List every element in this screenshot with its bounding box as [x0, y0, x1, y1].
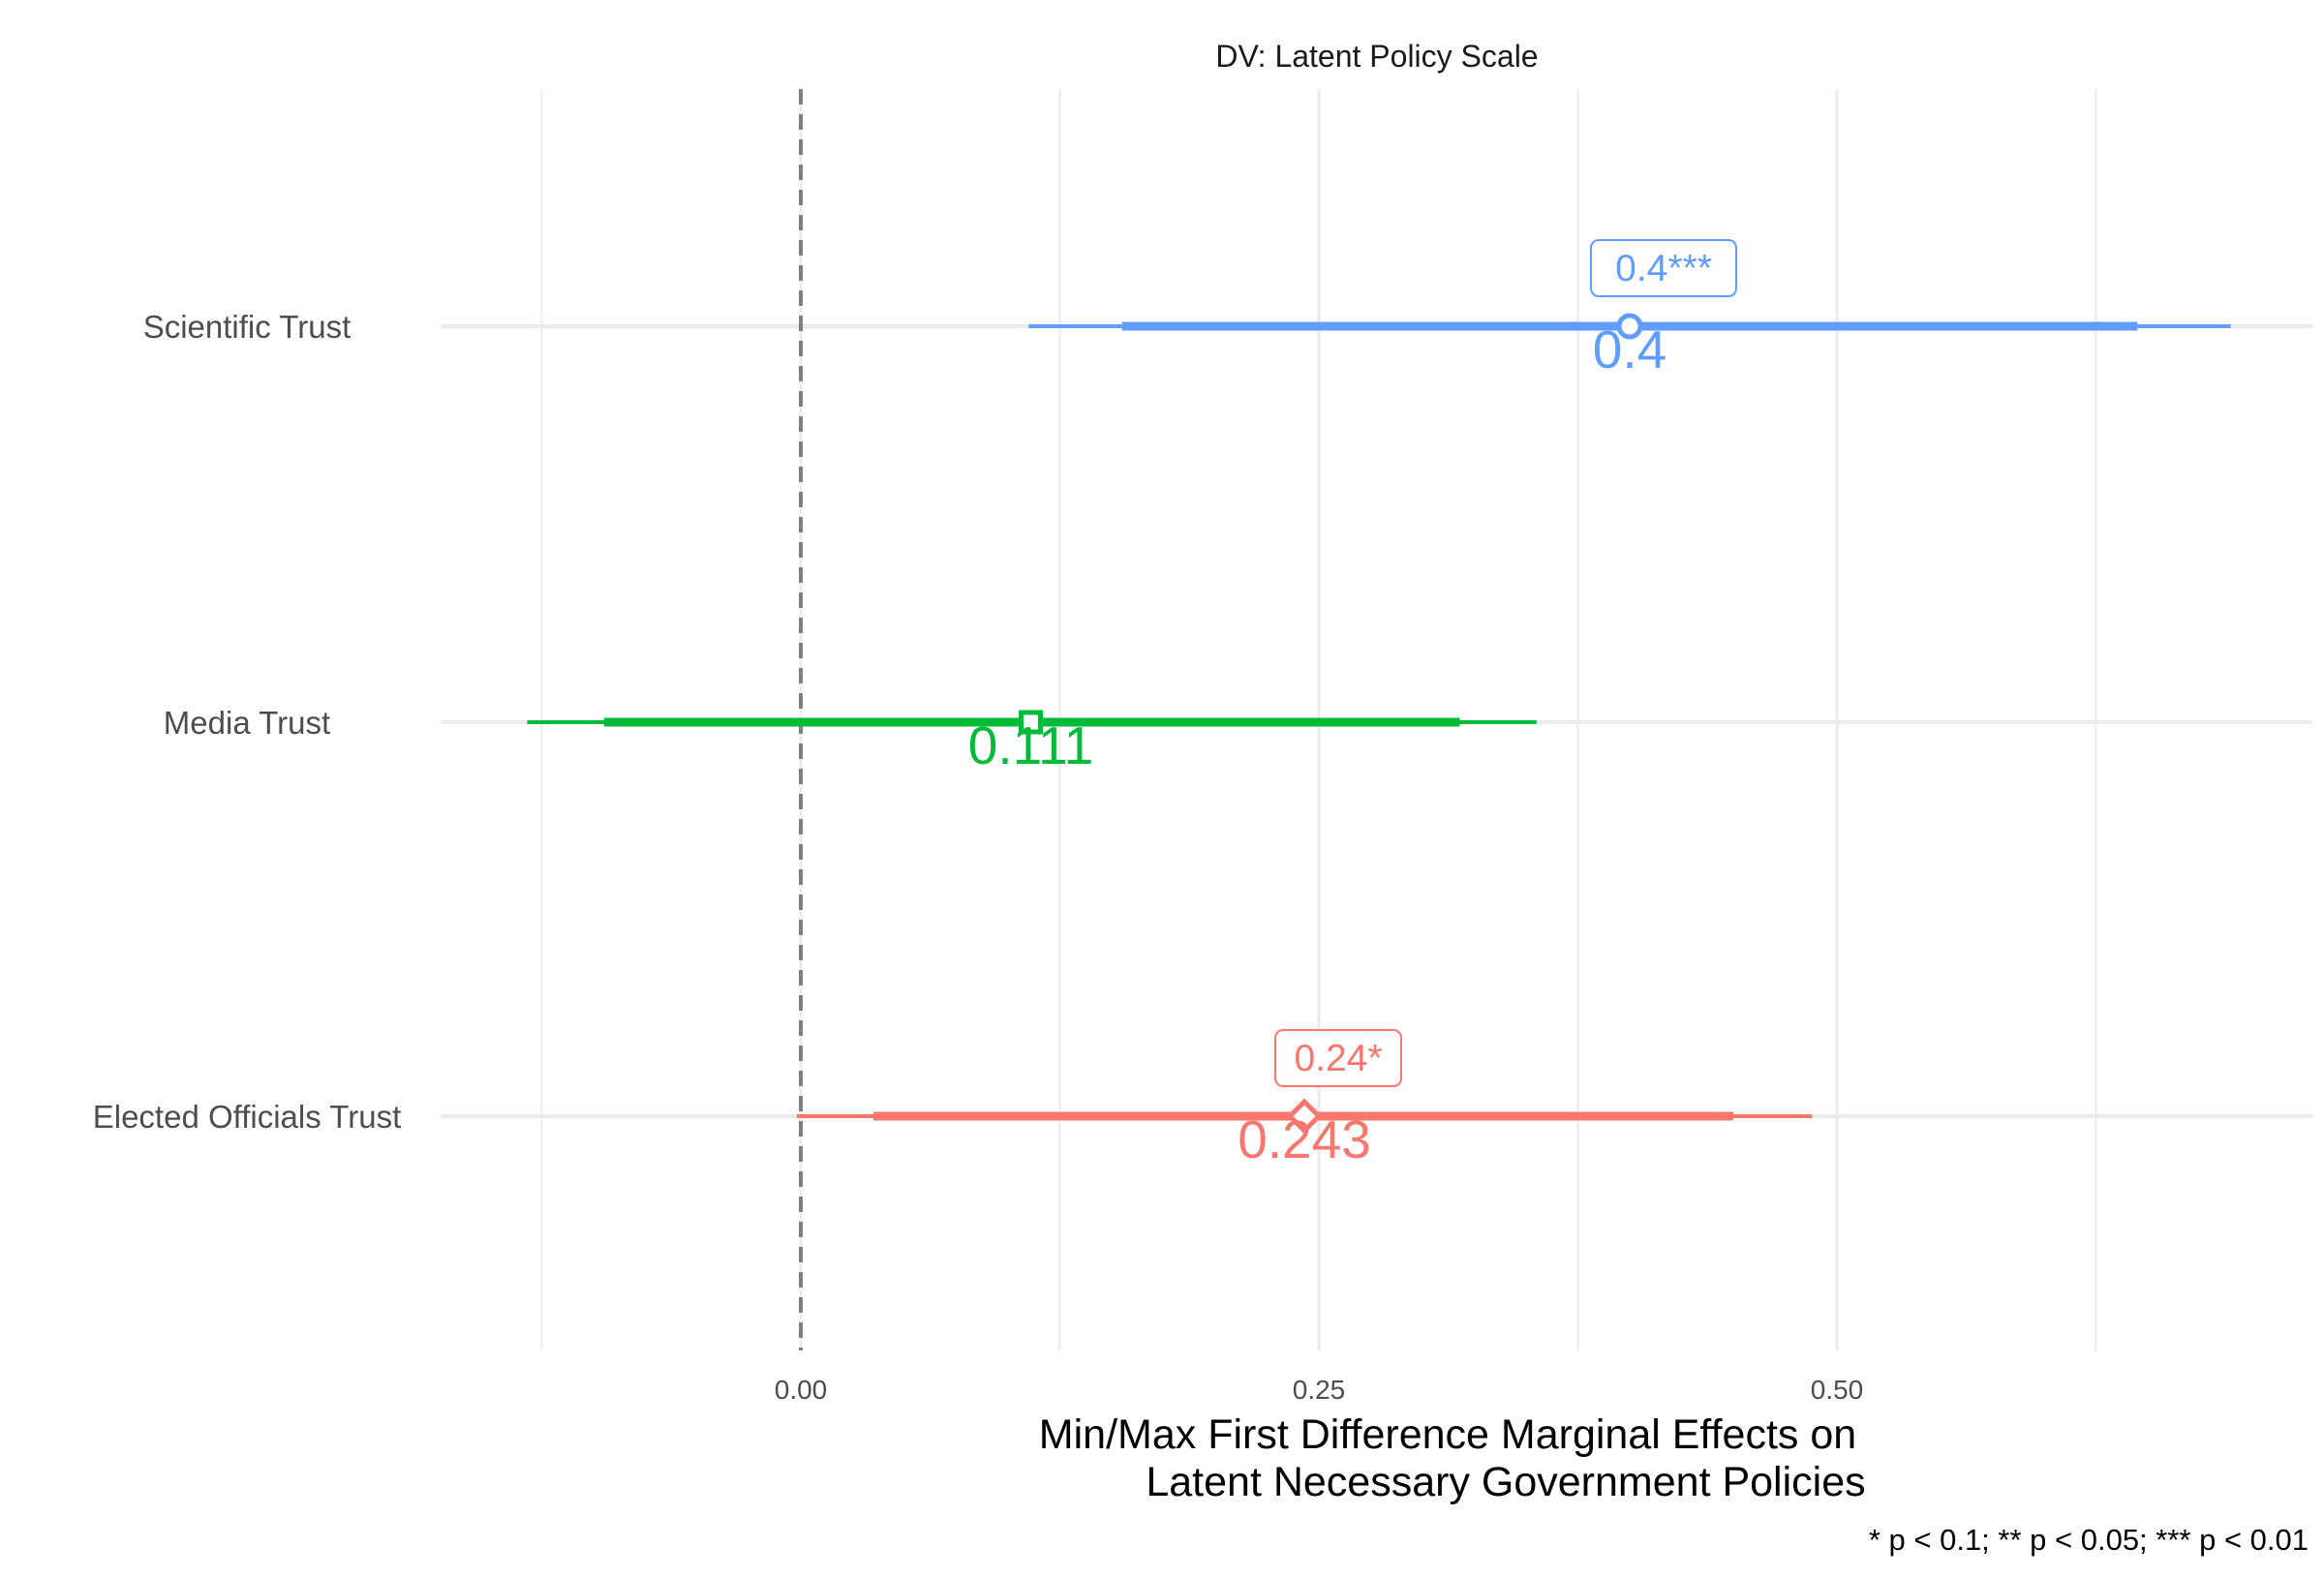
chart-title: DV: Latent Policy Scale	[1215, 39, 1538, 74]
axis-labels: 0.00 0.25 0.50 Scientific Trust Media Trust E…	[93, 309, 1864, 1405]
y-category-label: Elected Officials Trust	[93, 1099, 402, 1135]
series-layer: 0.4 0.4*** 0.111 0.243 0.24*	[527, 239, 2231, 1169]
point-value-label: 0.4	[1593, 319, 1667, 379]
significance-label-text: 0.4***	[1615, 248, 1712, 289]
x-axis-title-line1: Min/Max First Difference Marginal Effect…	[1039, 1411, 1856, 1458]
point-estimate-marker	[1019, 710, 1044, 735]
x-axis-title-line2: Latent Necessary Government Policies	[1146, 1459, 1865, 1505]
significance-label-box	[1590, 239, 1737, 297]
x-tick-label: 0.00	[775, 1375, 828, 1405]
point-estimate-marker	[1286, 1098, 1323, 1135]
y-category-label: Media Trust	[164, 705, 330, 741]
significance-label-box	[1274, 1029, 1403, 1087]
caption: * p < 0.1; ** p < 0.05; *** p < 0.01	[1869, 1523, 2309, 1557]
y-category-label: Scientific Trust	[143, 309, 352, 345]
significance-label-text: 0.24*	[1294, 1038, 1382, 1079]
point-value-label: 0.111	[968, 715, 1093, 775]
x-tick-label: 0.25	[1293, 1375, 1346, 1405]
point-estimate-marker	[1616, 313, 1643, 340]
point-value-label: 0.243	[1238, 1109, 1371, 1169]
x-tick-label: 0.50	[1811, 1375, 1864, 1405]
